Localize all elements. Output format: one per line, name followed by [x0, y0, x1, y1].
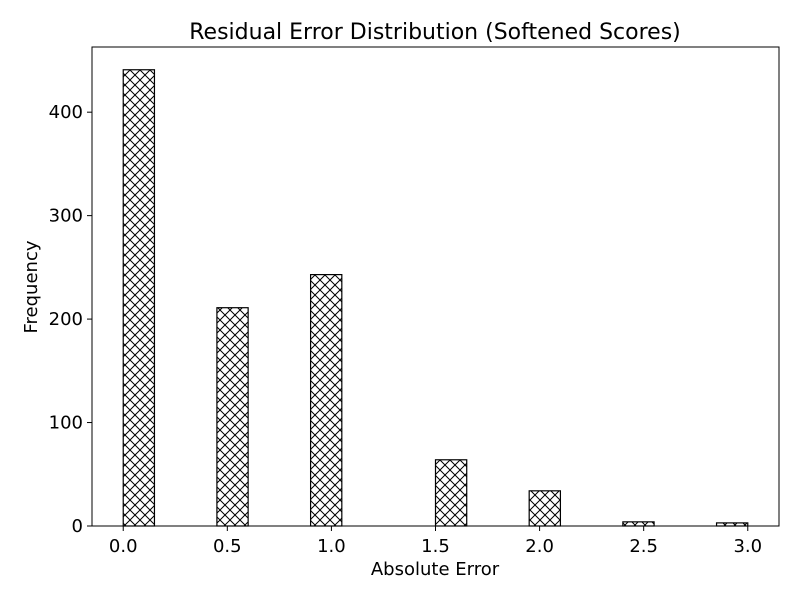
- x-tick-label: 1.0: [317, 536, 346, 557]
- histogram-bar: [122, 69, 156, 527]
- x-tick-label: 1.5: [421, 536, 450, 557]
- y-tick-label: 400: [49, 102, 83, 123]
- x-tick-label: 2.0: [525, 536, 554, 557]
- x-tick-label: 3.0: [733, 536, 762, 557]
- y-tick-label: 300: [49, 206, 83, 227]
- y-tick-label: 200: [49, 309, 83, 330]
- x-tick-label: 2.5: [629, 536, 658, 557]
- x-axis-label: Absolute Error: [371, 559, 500, 580]
- chart-title: Residual Error Distribution (Softened Sc…: [189, 20, 681, 45]
- y-tick-label: 0: [72, 516, 83, 537]
- y-tick-label: 100: [49, 413, 83, 434]
- histogram-bar: [216, 307, 249, 527]
- y-axis-ticks: 0 100 200 300 400: [49, 102, 92, 537]
- histogram-bar: [622, 521, 655, 527]
- histogram-bar: [434, 459, 468, 527]
- bars-layer: [122, 69, 749, 527]
- histogram-bar: [528, 490, 562, 527]
- plot-frame: [91, 46, 780, 527]
- x-tick-label: 0.5: [213, 536, 242, 557]
- histogram-bar: [309, 274, 343, 527]
- x-axis-ticks: 0.0 0.5 1.0 1.5 2.0 2.5 3.0: [109, 526, 762, 557]
- x-tick-label: 0.0: [109, 536, 138, 557]
- y-axis-label: Frequency: [21, 240, 42, 333]
